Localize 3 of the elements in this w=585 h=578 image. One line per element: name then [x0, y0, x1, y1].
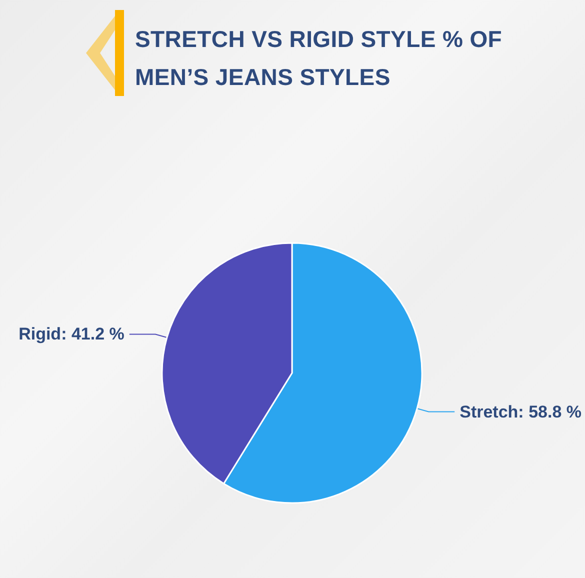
- slice-label: Stretch: 58.8 %: [460, 402, 582, 422]
- slice-label: Rigid: 41.2 %: [18, 324, 124, 344]
- chart-title: STRETCH VS RIGID STYLE % OF MEN’S JEANS STYLES: [135, 25, 504, 92]
